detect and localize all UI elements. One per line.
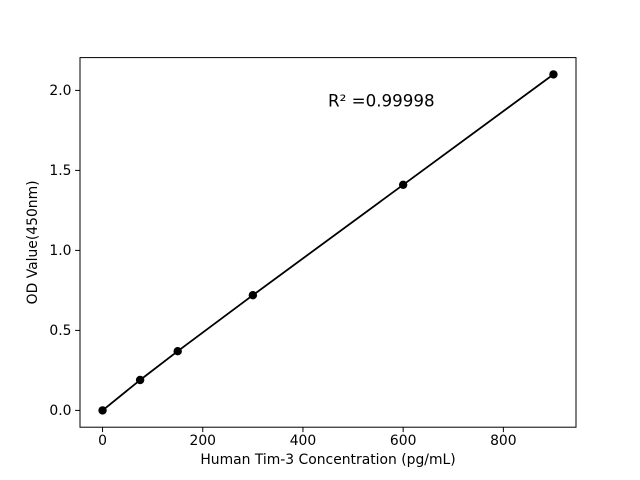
data-point-marker [173, 347, 182, 356]
r-squared-annotation: R² =0.99998 [328, 90, 435, 110]
data-point-marker [248, 291, 258, 300]
x-tick-label-4: 800 [490, 433, 517, 449]
y-tick-label-4: 2.0 [49, 83, 71, 99]
plot-frame [79, 57, 577, 428]
data-point-marker [398, 180, 408, 189]
y-tick-label-2: 1.0 [49, 243, 71, 259]
x-tick-label-1: 200 [189, 433, 216, 449]
standard-curve-line [101, 73, 554, 412]
x-tick-label-3: 600 [390, 433, 417, 449]
data-point-marker [98, 406, 107, 415]
y-tick-label-0: 0.0 [49, 403, 71, 419]
y-tick-label-3: 1.5 [49, 163, 71, 179]
x-tick-label-2: 400 [290, 433, 317, 449]
data-point-marker [549, 70, 558, 79]
x-axis-label: Human Tim-3 Concentration (pg/mL) [200, 452, 455, 468]
y-tick-label-1: 0.5 [49, 323, 71, 339]
x-tick-label-0: 0 [98, 433, 107, 449]
data-point-marker [135, 375, 145, 385]
y-axis-label: OD Value(450nm) [25, 180, 41, 304]
